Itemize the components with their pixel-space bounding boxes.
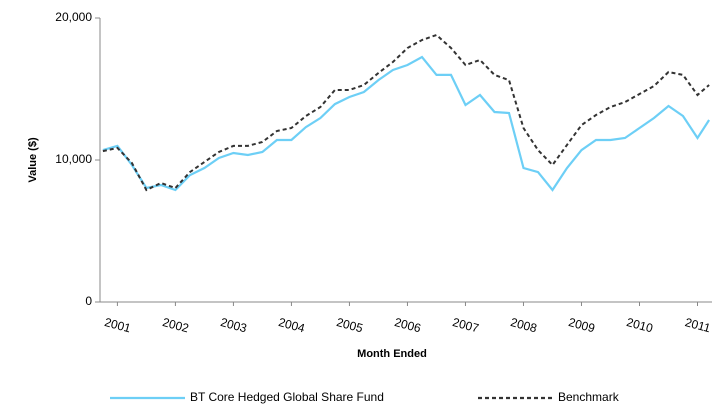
x-tick-label: 2004: [277, 315, 307, 336]
legend-label: Benchmark: [558, 390, 620, 404]
x-tick-label: 2007: [451, 315, 481, 336]
x-tick-label: 2008: [509, 315, 539, 336]
y-tick-label: 20,000: [55, 10, 92, 24]
x-tick-label: 2002: [161, 315, 191, 336]
x-tick-label: 2005: [335, 315, 365, 336]
x-tick-label: 2010: [625, 315, 655, 336]
legend-label: BT Core Hedged Global Share Fund: [190, 390, 384, 404]
y-tick-label: 10,000: [55, 152, 92, 166]
y-axis-label: Value ($): [27, 137, 39, 183]
series-line: [102, 33, 710, 192]
x-axis-label: Month Ended: [357, 348, 427, 360]
y-tick-label: 0: [85, 294, 92, 308]
x-tick-label: 2001: [103, 315, 133, 336]
x-tick-label: 2009: [567, 315, 597, 336]
x-tick-label: 2011: [683, 315, 712, 335]
x-tick-label: 2006: [393, 315, 423, 336]
series-line: [102, 55, 711, 192]
x-tick-label: 2003: [219, 315, 249, 336]
